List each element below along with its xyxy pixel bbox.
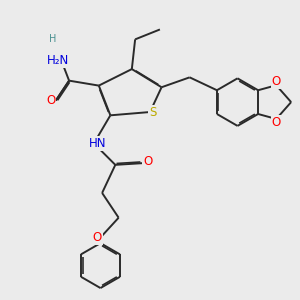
Text: H₂N: H₂N xyxy=(47,54,69,67)
Text: O: O xyxy=(46,94,56,107)
Text: H: H xyxy=(49,34,56,44)
Text: S: S xyxy=(149,106,156,118)
Text: O: O xyxy=(272,76,281,88)
Text: O: O xyxy=(143,155,152,168)
Text: HN: HN xyxy=(88,137,106,150)
Text: O: O xyxy=(92,231,102,244)
Text: O: O xyxy=(272,116,281,129)
